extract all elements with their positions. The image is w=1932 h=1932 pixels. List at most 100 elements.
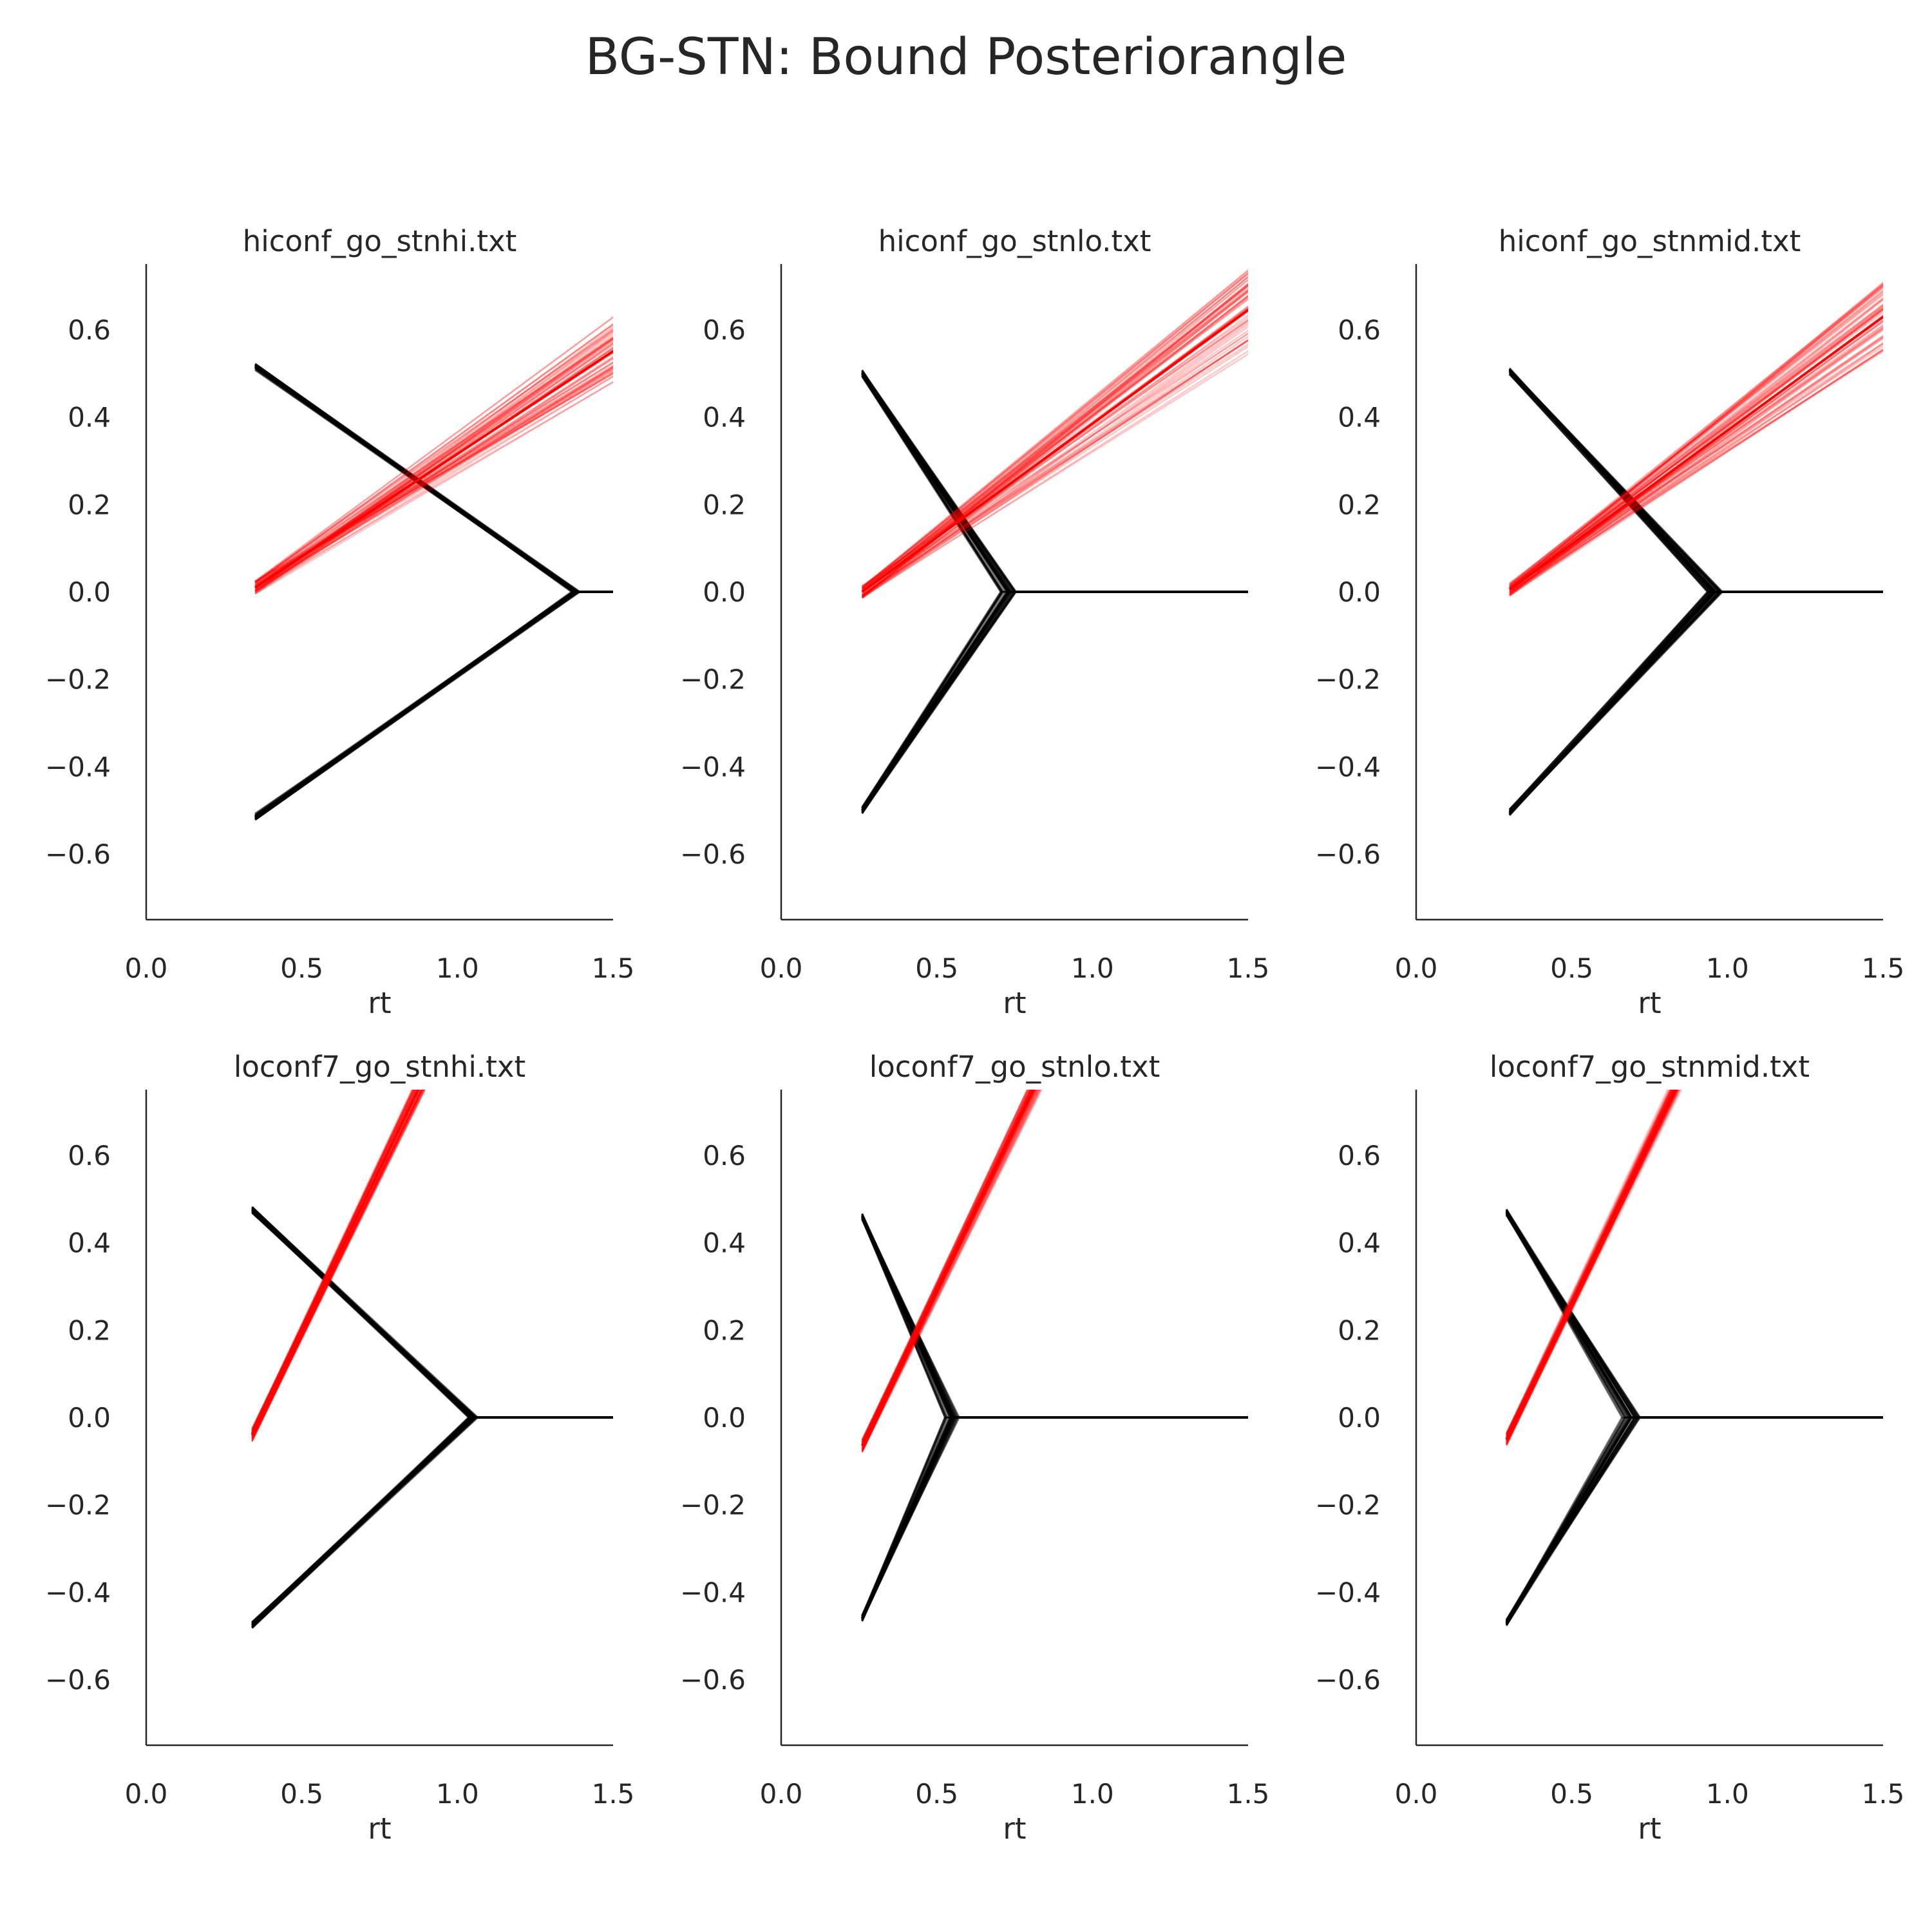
y-tick-label: −0.6 <box>680 1664 746 1696</box>
bound-lower-trace <box>861 591 1003 808</box>
drift-trace <box>1506 1090 1680 1446</box>
x-tick-label: 0.0 <box>1395 1778 1438 1810</box>
drift-trace <box>1509 326 1883 592</box>
bound-upper-trace <box>251 1206 613 1419</box>
drift-trace <box>861 339 1248 591</box>
drift-trace <box>1506 1090 1678 1444</box>
bound-lower-trace <box>251 1416 477 1629</box>
drift-trace <box>861 1090 1030 1445</box>
drift-trace <box>251 1090 415 1434</box>
plot-area <box>254 316 613 821</box>
x-axis-label: rt <box>1638 1812 1661 1846</box>
drift-trace <box>1509 319 1883 594</box>
x-tick-label: 1.5 <box>1862 952 1905 984</box>
drift-trace <box>861 1090 1033 1441</box>
y-tick-label: 0.0 <box>703 576 746 608</box>
drift-trace <box>254 366 613 587</box>
y-tick-label: 0.4 <box>1338 1227 1381 1259</box>
y-tick-label: 0.4 <box>68 402 111 433</box>
drift-trace <box>1506 1090 1670 1438</box>
drift-trace <box>251 1090 415 1432</box>
drift-trace <box>1509 283 1883 585</box>
subplot-3: hiconf_go_stnmid.txt 0.0 0.5 1.0 1.5 −0.6 −0.4… <box>1315 224 1905 1020</box>
subplot-title: hiconf_go_stnmid.txt <box>1499 224 1801 258</box>
bound-lower-trace <box>861 591 1005 808</box>
drift-trace <box>254 355 613 592</box>
subplot-title: loconf7_go_stnlo.txt <box>869 1050 1160 1084</box>
y-tick-label: 0.4 <box>703 1227 746 1259</box>
drift-trace <box>1509 325 1883 594</box>
drift-trace <box>861 1090 1039 1446</box>
x-tick-label: 0.5 <box>915 952 958 984</box>
drift-trace <box>861 332 1248 596</box>
drift-trace <box>251 1090 422 1442</box>
drift-trace <box>1506 1090 1679 1446</box>
drift-trace <box>251 1090 422 1439</box>
drift-trace <box>861 1090 1032 1444</box>
drift-trace <box>254 323 613 583</box>
drift-mean <box>1508 315 1883 591</box>
subplot-title: loconf7_go_stnhi.txt <box>234 1050 526 1084</box>
drift-trace <box>1506 1090 1671 1435</box>
drift-trace <box>861 1090 1029 1443</box>
drift-trace <box>251 1090 426 1438</box>
drift-trace <box>1506 1090 1672 1434</box>
drift-trace <box>1506 1090 1672 1439</box>
x-tick-label: 1.5 <box>1862 1778 1905 1810</box>
drift-trace <box>251 1090 417 1434</box>
drift-trace <box>1506 1090 1683 1444</box>
drift-trace <box>862 353 1248 598</box>
bound-lower-trace <box>861 591 1016 813</box>
drift-trace <box>861 283 1248 591</box>
bound-lower-trace <box>254 591 580 820</box>
x-tick-label: 1.5 <box>592 1778 635 1810</box>
bound-lower-trace <box>1505 1417 1636 1627</box>
drift-trace <box>1506 1090 1679 1445</box>
x-tick-label: 0.0 <box>125 952 168 984</box>
drift-trace <box>251 1090 426 1441</box>
y-tick-label: 0.6 <box>1338 314 1381 346</box>
plot-area <box>861 269 1248 815</box>
drift-trace <box>861 1090 1042 1450</box>
drift-trace <box>861 276 1248 589</box>
y-tick-label: 0.6 <box>68 1140 111 1171</box>
drift-trace <box>1506 1090 1672 1441</box>
y-tick-label: −0.4 <box>45 751 111 782</box>
drift-trace <box>861 298 1248 591</box>
drift-trace <box>1506 1090 1681 1441</box>
drift-trace <box>251 1090 425 1439</box>
drift-trace <box>254 316 613 582</box>
bound-lower-mean <box>254 591 577 819</box>
drift-trace <box>861 1090 1040 1447</box>
drift-trace <box>861 1090 1031 1443</box>
drift-trace <box>1506 1090 1678 1446</box>
drift-trace <box>861 290 1248 590</box>
y-tick-label: −0.6 <box>45 1664 111 1696</box>
y-tick-label: 0.6 <box>68 314 111 346</box>
bound-lower-trace <box>251 1416 469 1624</box>
drift-trace <box>1509 306 1883 590</box>
x-axis-label: rt <box>368 986 391 1020</box>
plot-area <box>860 1090 1248 1622</box>
drift-trace <box>1506 1090 1672 1439</box>
bound-lower-mean <box>860 1417 954 1620</box>
x-tick-label: 0.5 <box>280 952 323 984</box>
y-tick-label: 0.0 <box>1338 1402 1381 1434</box>
drift-trace <box>1509 287 1883 588</box>
drift-trace <box>251 1090 414 1430</box>
drift-trace <box>1506 1090 1672 1434</box>
drift-trace <box>1506 1090 1677 1446</box>
drift-trace <box>861 329 1248 592</box>
y-tick-label: −0.4 <box>45 1577 111 1608</box>
x-axis-label: rt <box>1003 986 1026 1020</box>
bound-lower-trace <box>861 1417 947 1616</box>
bound-lower-trace <box>861 591 1004 810</box>
bound-lower-trace <box>1505 1417 1640 1627</box>
bound-lower-trace <box>861 1417 947 1616</box>
drift-trace <box>254 381 613 595</box>
drift-trace <box>1509 308 1883 589</box>
drift-trace <box>861 272 1248 592</box>
drift-trace <box>861 318 1248 587</box>
drift-trace <box>254 367 613 592</box>
drift-trace <box>1509 290 1883 586</box>
